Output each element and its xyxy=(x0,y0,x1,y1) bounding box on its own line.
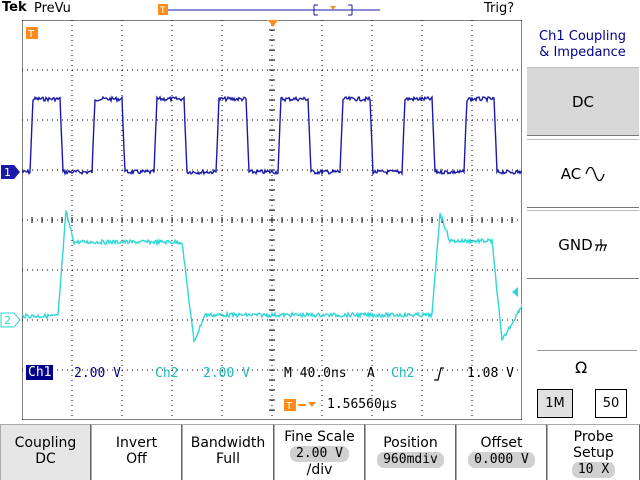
acquisition-mode: PreVu xyxy=(34,1,71,16)
ch1-scale: 2.00 V xyxy=(74,366,121,381)
coupling-ac-button[interactable]: AC xyxy=(527,139,639,208)
probe-setup-value: 10 X xyxy=(571,462,616,478)
trigger-level: 1.08 V xyxy=(467,366,514,381)
timebase: M 40.0ns xyxy=(284,366,347,381)
trigger-mode: A xyxy=(367,366,375,381)
impedance-1m-label: 1M xyxy=(545,396,565,411)
svg-text:2: 2 xyxy=(4,314,11,327)
position-value: 960mdiv xyxy=(377,452,444,468)
coupling-ac-label: AC xyxy=(560,164,582,183)
impedance-50-button[interactable]: 50 xyxy=(595,389,627,418)
trigger-source: Ch2 xyxy=(391,366,415,381)
coupling-dc-button[interactable]: DC xyxy=(527,67,639,136)
offset-menu-title: Offset xyxy=(480,435,523,451)
fine-scale-menu-title: Fine Scale xyxy=(284,429,355,445)
bandwidth-menu-button[interactable]: Bandwidth Full xyxy=(182,424,274,480)
invert-menu-button[interactable]: Invert Off xyxy=(91,424,182,480)
impedance-label: Ω xyxy=(575,358,588,377)
ch1-label: Ch1 xyxy=(26,365,54,380)
position-menu-title: Position xyxy=(383,435,438,451)
coupling-gnd-button[interactable]: GND xyxy=(527,210,639,279)
offset-value: 0.000 V xyxy=(468,452,535,468)
invert-menu-value: Off xyxy=(126,451,147,467)
coupling-menu-value: DC xyxy=(35,451,56,467)
svg-text:1: 1 xyxy=(4,166,11,179)
fine-scale-value: 2.00 V xyxy=(290,446,349,462)
impedance-1m-button[interactable]: 1M xyxy=(537,389,573,418)
coupling-menu-title: Coupling xyxy=(14,435,77,451)
ch1-waveform xyxy=(22,95,522,176)
probe-setup-title-2: Setup xyxy=(573,445,614,461)
probe-setup-menu-button[interactable]: Probe Setup 10 X xyxy=(547,424,640,480)
coupling-gnd-label: GND xyxy=(558,235,593,254)
side-menu-title: Ch1 Coupling & Impedance xyxy=(527,29,638,61)
trigger-level-icon xyxy=(512,287,518,297)
trigger-marker-icon xyxy=(26,27,38,39)
probe-setup-title-1: Probe xyxy=(573,429,614,445)
sine-wave-icon xyxy=(585,166,605,181)
ground-icon xyxy=(594,238,607,251)
fine-scale-menu-button[interactable]: Fine Scale 2.00 V /div xyxy=(274,424,365,480)
svg-text:T: T xyxy=(285,401,293,412)
bandwidth-menu-value: Full xyxy=(216,451,240,467)
svg-text:T: T xyxy=(27,29,35,40)
trigger-status: Trig? xyxy=(484,1,515,16)
brand-logo: Tek xyxy=(2,0,27,15)
impedance-50-label: 50 xyxy=(602,396,620,411)
trigger-position-marker xyxy=(268,20,278,27)
record-view-bar: T xyxy=(158,4,380,16)
ch2-waveform xyxy=(22,210,522,343)
trigger-delay: 1.56560µs xyxy=(327,397,398,412)
bandwidth-menu-title: Bandwidth xyxy=(190,435,266,451)
svg-text:T: T xyxy=(159,6,166,16)
coupling-dc-label: DC xyxy=(571,92,595,111)
side-menu-title-line2: & Impedance xyxy=(539,45,626,60)
trigger-delay-icon: T xyxy=(284,399,316,412)
ch2-scale: 2.00 V xyxy=(203,366,250,381)
waveform-display: T xyxy=(22,20,522,420)
rising-edge-icon xyxy=(434,367,444,381)
side-menu-title-line1: Ch1 Coupling xyxy=(539,29,626,44)
ch2-label: Ch2 xyxy=(155,366,179,381)
position-menu-button[interactable]: Position 960mdiv xyxy=(365,424,456,480)
fine-scale-unit: /div xyxy=(306,462,333,478)
offset-menu-button[interactable]: Offset 0.000 V xyxy=(456,424,547,480)
coupling-menu-button[interactable]: Coupling DC xyxy=(0,424,91,480)
invert-menu-title: Invert xyxy=(115,435,158,451)
ch1-ground-marker[interactable]: 1 xyxy=(0,164,22,180)
ch2-ground-marker[interactable]: 2 xyxy=(0,312,22,328)
